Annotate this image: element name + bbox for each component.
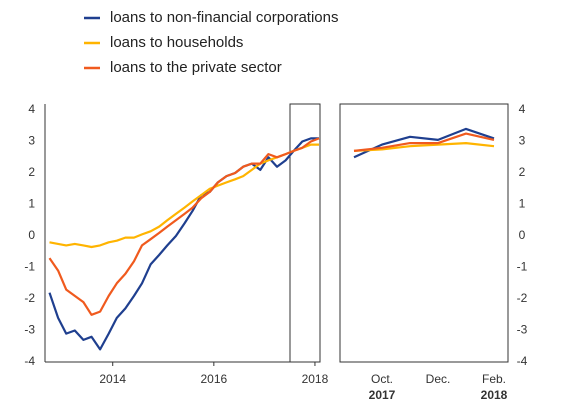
series-line (48, 137, 320, 316)
y-tick-label: -4 (517, 354, 528, 368)
x-tick-label: Feb. (482, 372, 506, 386)
y-tick-label: -4 (24, 354, 35, 368)
panel-frame (339, 103, 509, 363)
y-tick-label: 4 (28, 102, 35, 116)
y-tick-label: 4 (519, 102, 526, 116)
series-line (48, 137, 319, 351)
x-tick-label: Dec. (426, 372, 451, 386)
y-tick-label: -2 (24, 291, 35, 305)
y-tick-label: -2 (517, 291, 528, 305)
zoom-box (289, 103, 321, 363)
y-tick-label: -1 (517, 260, 528, 274)
y-tick-label: 1 (519, 197, 526, 211)
x-year-label: 2018 (481, 388, 508, 402)
series-line (353, 132, 495, 152)
legend-label: loans to the private sector (110, 59, 282, 76)
y-tick-label: 2 (28, 165, 35, 179)
legend-label: loans to non-financial corporations (110, 9, 338, 26)
series-line (353, 142, 495, 152)
y-tick-label: -3 (517, 323, 528, 337)
x-tick-label: 2014 (99, 372, 126, 386)
series-line (353, 127, 495, 159)
x-tick-label: 2016 (200, 372, 227, 386)
y-tick-label: 0 (28, 228, 35, 242)
y-tick-label: 2 (519, 165, 526, 179)
series-line (49, 143, 319, 249)
y-tick-label: -1 (24, 260, 35, 274)
y-tick-label: 3 (519, 134, 526, 148)
x-tick-label: Oct. (371, 372, 393, 386)
x-tick-label: 2018 (302, 372, 329, 386)
y-tick-label: 1 (28, 197, 35, 211)
y-tick-label: 0 (519, 228, 526, 242)
y-tick-label: -3 (24, 323, 35, 337)
legend-label: loans to households (110, 34, 243, 51)
y-tick-label: 3 (28, 134, 35, 148)
x-year-label: 2017 (369, 388, 396, 402)
